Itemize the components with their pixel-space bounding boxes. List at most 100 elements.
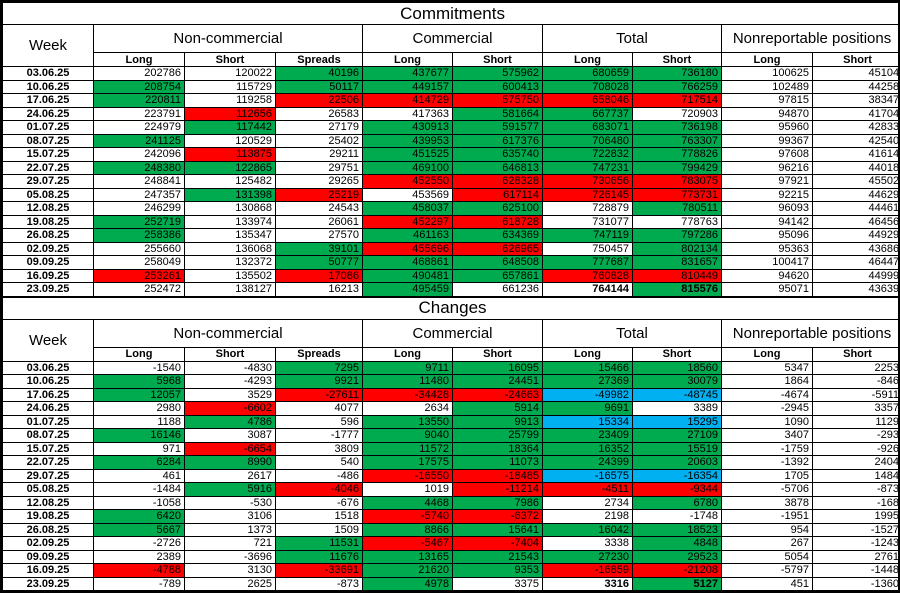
- week-label: 05.08.25: [2, 482, 94, 497]
- table-row: 09.09.25 2389 -3696 11676 13165 21543 27230 295…: [2, 549, 898, 564]
- value-cell: 43686: [811, 241, 898, 256]
- value-cell: 119258: [184, 93, 276, 108]
- col-header-c-short: Short: [452, 52, 543, 67]
- week-label: 17.06.25: [2, 387, 94, 402]
- week-label: 08.07.25: [2, 133, 94, 148]
- table-row: 09.09.25 258049 132372 50777 468861 648508 777…: [2, 255, 898, 270]
- value-cell: 253261: [93, 268, 185, 283]
- table-row: 26.08.25 258386 135347 27570 461163 634369 747…: [2, 228, 898, 243]
- commitments-title-row: Commitments: [2, 2, 898, 25]
- group-header-non-commercial: Non-commercial: [93, 24, 363, 53]
- value-cell: 5916: [184, 482, 276, 497]
- value-cell: 2253: [812, 360, 898, 375]
- value-cell: 96216: [721, 160, 813, 175]
- value-cell: 25799: [452, 428, 543, 443]
- table-row: 03.06.25 202786 120022 40196 437677 575962 680…: [2, 66, 898, 81]
- value-cell: 581664: [452, 106, 543, 121]
- value-cell: 449157: [362, 79, 453, 94]
- value-cell: 3389: [632, 401, 722, 416]
- value-cell: 16213: [275, 282, 363, 297]
- week-label: 17.06.25: [2, 93, 94, 108]
- value-cell: 414729: [362, 93, 453, 108]
- week-label: 24.06.25: [2, 106, 94, 121]
- value-cell: -16575: [542, 468, 633, 483]
- value-cell: 799429: [632, 160, 722, 175]
- value-cell: 815576: [632, 282, 722, 297]
- value-cell: -1777: [275, 428, 363, 443]
- value-cell: 45104: [811, 66, 898, 81]
- value-cell: 453569: [362, 187, 453, 202]
- value-cell: 43639: [811, 282, 898, 297]
- value-cell: 17086: [275, 268, 363, 283]
- value-cell: 634369: [452, 228, 543, 243]
- value-cell: 16146: [93, 428, 185, 443]
- col-header-nr-short: Short: [811, 52, 898, 67]
- col-header-t-long: Long: [542, 52, 633, 67]
- value-cell: 596: [275, 414, 363, 429]
- value-cell: 9913: [452, 414, 543, 429]
- value-cell: 13550: [362, 414, 453, 429]
- value-cell: 42833: [811, 120, 898, 135]
- value-cell: 11073: [452, 455, 543, 470]
- value-cell: 44018: [811, 160, 898, 175]
- group-header-commercial: Commercial: [362, 24, 543, 53]
- value-cell: 6284: [93, 455, 185, 470]
- week-label: 01.07.25: [2, 414, 94, 429]
- week-label: 23.09.25: [2, 282, 94, 297]
- week-label: 03.06.25: [2, 66, 94, 81]
- value-cell: -5797: [721, 563, 813, 578]
- value-cell: 248841: [93, 174, 185, 189]
- value-cell: 2980: [93, 401, 185, 416]
- value-cell: 44461: [811, 201, 898, 216]
- value-cell: 252719: [93, 214, 185, 229]
- value-cell: 11572: [362, 441, 453, 456]
- table-row: 05.08.25 -1484 5916 -4046 1019 -11214 -4511 -93…: [2, 482, 898, 497]
- value-cell: 461: [93, 468, 185, 483]
- value-cell: 26061: [275, 214, 363, 229]
- value-cell: 44629: [811, 187, 898, 202]
- group-header-total: Total: [542, 318, 722, 348]
- value-cell: 136068: [184, 241, 276, 256]
- value-cell: 3529: [184, 387, 276, 402]
- value-cell: 5914: [452, 401, 543, 416]
- value-cell: -9344: [632, 482, 722, 497]
- value-cell: 24451: [452, 374, 543, 389]
- value-cell: -5467: [362, 536, 453, 551]
- value-cell: -4788: [93, 563, 185, 578]
- value-cell: -4511: [542, 482, 633, 497]
- value-cell: 133974: [184, 214, 276, 229]
- value-cell: 8990: [184, 455, 276, 470]
- value-cell: 667737: [542, 106, 633, 121]
- value-cell: -1527: [812, 522, 898, 537]
- value-cell: 39101: [275, 241, 363, 256]
- value-cell: 25402: [275, 133, 363, 148]
- value-cell: 4848: [632, 536, 722, 551]
- group-header-commercial: Commercial: [362, 318, 543, 348]
- col-header-nr-long: Long: [721, 52, 813, 67]
- value-cell: 241125: [93, 133, 185, 148]
- value-cell: 6780: [632, 495, 722, 510]
- value-cell: 202786: [93, 66, 185, 81]
- value-cell: 96093: [721, 201, 813, 216]
- value-cell: 135502: [184, 268, 276, 283]
- table-row: 08.07.25 241125 120529 25402 439953 617376 706…: [2, 133, 898, 148]
- value-cell: -6372: [452, 509, 543, 524]
- value-cell: 717514: [632, 93, 722, 108]
- value-cell: 30079: [632, 374, 722, 389]
- table-row: 10.06.25 5968 -4293 9921 11480 24451 27369 3007…: [2, 374, 898, 389]
- value-cell: 452550: [362, 174, 453, 189]
- value-cell: 17575: [362, 455, 453, 470]
- value-cell: 42540: [811, 133, 898, 148]
- value-cell: -2945: [721, 401, 813, 416]
- value-cell: 20603: [632, 455, 722, 470]
- week-label: 22.07.25: [2, 160, 94, 175]
- value-cell: -168: [812, 495, 898, 510]
- value-cell: 1188: [93, 414, 185, 429]
- table-row: 16.09.25 -4788 3130 -33691 21620 9353 -16859 -2…: [2, 563, 898, 578]
- value-cell: 728879: [542, 201, 633, 216]
- col-header-c-short: Short: [452, 346, 543, 362]
- value-cell: 1019: [362, 482, 453, 497]
- value-cell: 242096: [93, 147, 185, 162]
- value-cell: 12057: [93, 387, 185, 402]
- table-row: 24.06.25 2980 -6602 4077 2634 5914 9691 3389 -29…: [2, 401, 898, 416]
